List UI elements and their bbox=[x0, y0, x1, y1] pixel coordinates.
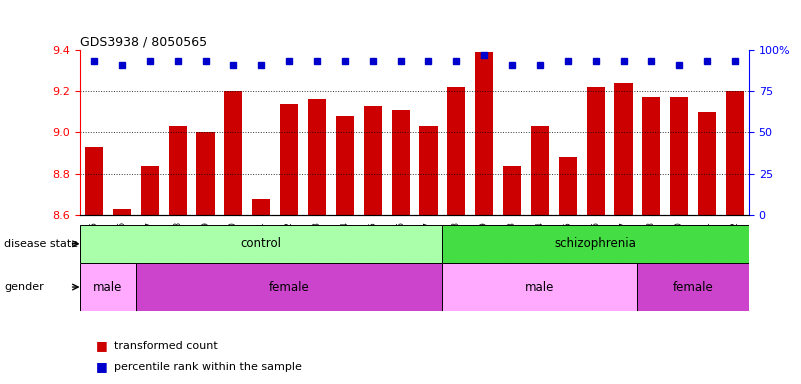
Bar bbox=[642, 98, 661, 215]
Bar bbox=[442, 225, 749, 263]
Bar bbox=[336, 116, 354, 215]
Bar bbox=[698, 112, 716, 215]
Text: ■: ■ bbox=[96, 360, 112, 373]
Text: control: control bbox=[241, 237, 282, 250]
Text: ■: ■ bbox=[96, 339, 112, 352]
Bar bbox=[559, 157, 577, 215]
Text: GDS3938 / 8050565: GDS3938 / 8050565 bbox=[80, 36, 207, 49]
Bar bbox=[136, 263, 442, 311]
Bar bbox=[113, 209, 131, 215]
Bar bbox=[420, 126, 437, 215]
Text: percentile rank within the sample: percentile rank within the sample bbox=[114, 362, 302, 372]
Text: schizophrenia: schizophrenia bbox=[555, 237, 637, 250]
Bar bbox=[392, 110, 409, 215]
Bar bbox=[196, 132, 215, 215]
Bar bbox=[80, 263, 136, 311]
Bar bbox=[726, 91, 744, 215]
Bar bbox=[531, 126, 549, 215]
Bar bbox=[85, 147, 103, 215]
Bar bbox=[252, 199, 270, 215]
Text: male: male bbox=[525, 281, 554, 293]
Text: gender: gender bbox=[4, 282, 44, 292]
Bar bbox=[141, 166, 159, 215]
Bar bbox=[503, 166, 521, 215]
Bar bbox=[475, 52, 493, 215]
Text: female: female bbox=[269, 281, 309, 293]
Bar bbox=[168, 126, 187, 215]
Text: female: female bbox=[673, 281, 714, 293]
Bar bbox=[586, 87, 605, 215]
Text: male: male bbox=[93, 281, 123, 293]
Bar bbox=[447, 87, 465, 215]
Bar bbox=[280, 104, 298, 215]
Bar bbox=[670, 98, 688, 215]
Bar bbox=[638, 263, 749, 311]
Bar bbox=[224, 91, 243, 215]
Text: transformed count: transformed count bbox=[114, 341, 218, 351]
Bar bbox=[308, 99, 326, 215]
Bar bbox=[364, 106, 382, 215]
Bar bbox=[614, 83, 633, 215]
Bar bbox=[80, 225, 442, 263]
Text: disease state: disease state bbox=[4, 239, 78, 249]
Bar bbox=[442, 263, 638, 311]
